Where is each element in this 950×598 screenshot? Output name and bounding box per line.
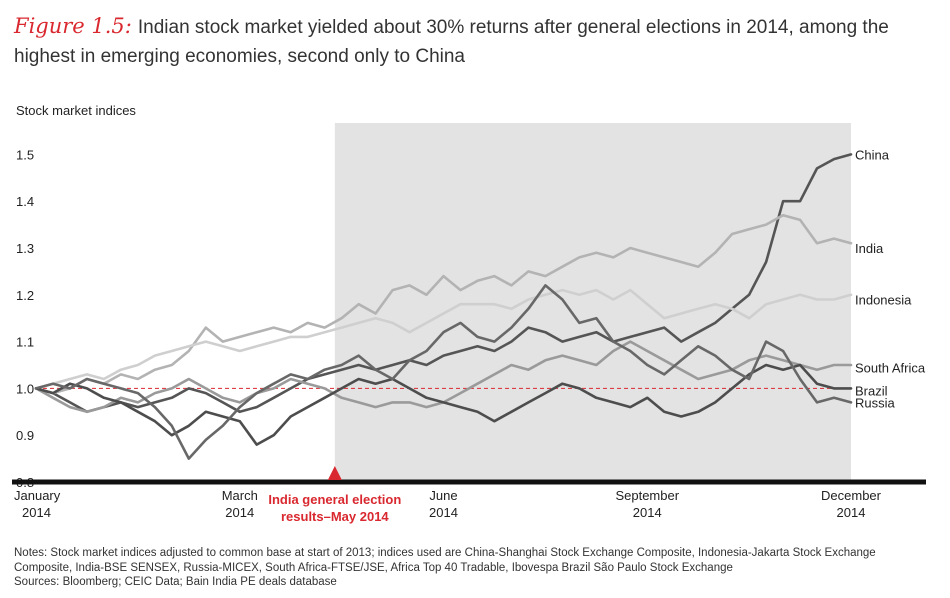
series-label-india: India	[855, 241, 884, 256]
y-tick-label: 1.4	[16, 194, 34, 209]
x-tick-year: 2014	[837, 505, 866, 520]
y-tick-label: 1.0	[16, 381, 34, 396]
y-tick-label: 0.9	[16, 428, 34, 443]
series-label-south-africa: South Africa	[855, 360, 926, 375]
notes-sources: Sources: Bloomberg; CEIC Data; Bain Indi…	[14, 576, 337, 588]
series-line-indonesia	[34, 288, 853, 390]
series-line-china	[34, 153, 853, 414]
election-annotation: India general election results–May 2014	[268, 466, 401, 524]
y-tick-label: 1.2	[16, 288, 34, 303]
x-tick-year: 2014	[22, 505, 51, 520]
series-lines	[34, 153, 853, 460]
figure-label: Figure 1.5:	[14, 14, 132, 38]
y-axis-label: Stock market indices	[16, 103, 136, 118]
figure-title: Figure 1.5: Indian stock market yielded a…	[14, 12, 939, 71]
x-tick-label: June	[429, 488, 457, 503]
y-axis-ticks: 0.80.91.01.11.21.31.41.5	[16, 147, 34, 490]
series-label-brazil: Brazil	[855, 384, 888, 399]
x-tick-year: 2014	[225, 505, 254, 520]
notes-line-1: Notes: Stock market indices adjusted to …	[14, 547, 876, 559]
stock-index-line-chart: 0.80.91.01.11.21.31.41.5 ChinaIndiaIndon…	[12, 103, 926, 524]
x-axis-ticks: January 2014 March 2014 June 2014 September 201…	[14, 488, 882, 520]
x-tick-label: January	[14, 488, 61, 503]
notes-line-2: Composite, India-BSE SENSEX, Russia-MICE…	[14, 561, 733, 574]
series-line-india	[34, 213, 853, 395]
x-tick-label: December	[821, 488, 882, 503]
election-annotation-line1: India general election	[268, 492, 401, 507]
series-label-russia: Russia	[855, 395, 896, 410]
x-tick-year: 2014	[429, 505, 458, 520]
series-label-indonesia: Indonesia	[855, 292, 912, 307]
chart-notes: Notes: Stock market indices adjusted to …	[14, 546, 939, 590]
y-tick-label: 1.3	[16, 241, 34, 256]
post-election-shaded-region	[334, 123, 851, 482]
y-tick-label: 1.5	[16, 147, 34, 162]
series-line-russia	[34, 284, 853, 460]
x-tick-label: September	[615, 488, 679, 503]
series-labels: China India Indonesia South Africa BrazilRus…	[855, 147, 926, 410]
x-tick-year: 2014	[633, 505, 662, 520]
election-marker-triangle	[327, 466, 342, 480]
x-tick-label: March	[222, 488, 258, 503]
series-line-brazil	[34, 363, 853, 446]
figure-title-text: Indian stock market yielded about 30% re…	[14, 17, 889, 67]
series-label-china: China	[855, 147, 890, 162]
y-tick-label: 1.1	[16, 335, 34, 350]
election-annotation-line2: results–May 2014	[281, 509, 389, 524]
